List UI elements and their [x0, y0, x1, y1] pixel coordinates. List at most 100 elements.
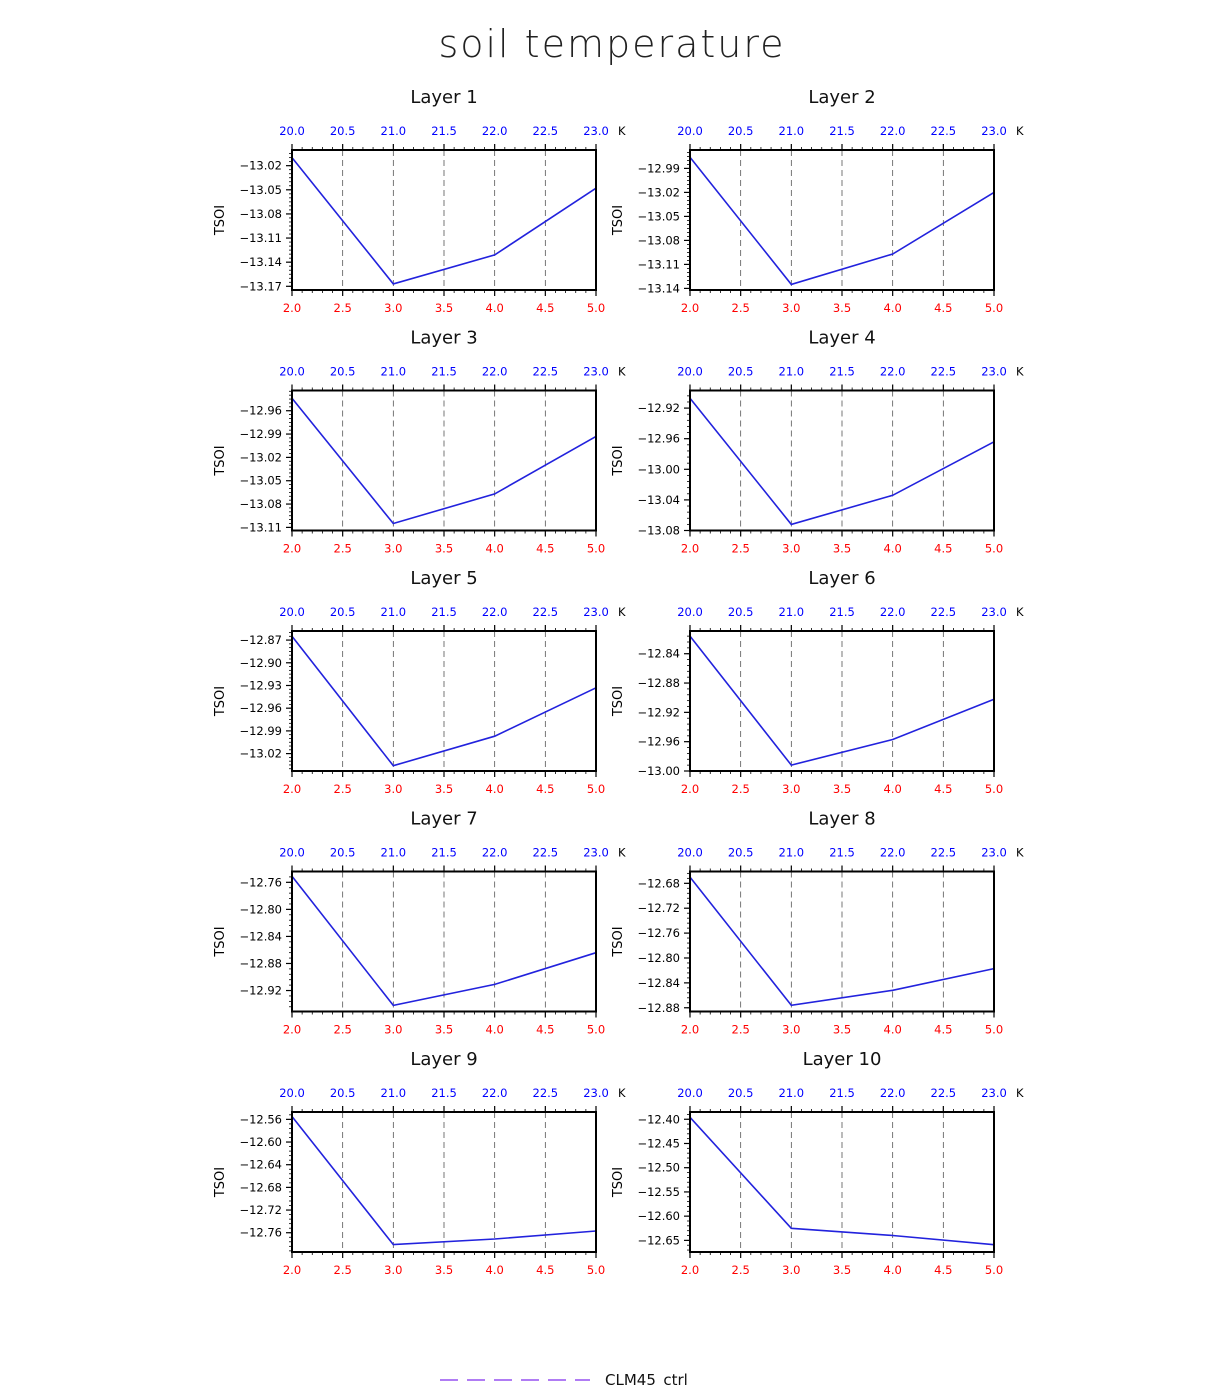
- plot-frame: [689, 1111, 995, 1253]
- series-line: [689, 635, 995, 767]
- y-tick-label: −12.92: [239, 984, 282, 998]
- top-x-tick-label: 20.0: [677, 124, 703, 138]
- y-tick-label: −13.02: [637, 185, 680, 199]
- x-tick-label: 2.0: [283, 301, 301, 315]
- y-tick-label: −13.17: [239, 279, 282, 293]
- top-x-tick-label: 20.0: [279, 846, 305, 860]
- y-tick-label: −12.99: [239, 427, 282, 441]
- y-tick-label: −12.96: [637, 735, 680, 749]
- y-tick-label: −12.56: [239, 1112, 282, 1126]
- x-tick-label: 3.5: [435, 1263, 453, 1277]
- x-tick-label: 4.0: [884, 1023, 902, 1037]
- panel-title: Layer 5: [410, 568, 477, 589]
- x-tick-label: 3.5: [833, 1023, 851, 1037]
- x-tick-label: 2.5: [334, 1263, 352, 1277]
- top-x-tick-label: 23.0: [583, 365, 609, 379]
- top-x-tick-label: 22.0: [482, 124, 508, 138]
- y-axis-label: TSOI: [611, 686, 626, 717]
- x-tick-label: 4.5: [934, 1263, 952, 1277]
- top-x-tick-label: 20.5: [728, 1086, 754, 1100]
- top-x-tick-label: 21.0: [381, 365, 407, 379]
- x-tick-label: 3.0: [782, 542, 800, 556]
- top-x-tick-label: 22.5: [931, 365, 957, 379]
- y-tick-label: −12.84: [637, 976, 680, 990]
- x-tick-label: 5.0: [985, 1023, 1003, 1037]
- top-axis-label: K: [1016, 124, 1024, 138]
- x-tick-label: 3.0: [384, 782, 402, 796]
- x-tick-label: 2.5: [732, 301, 750, 315]
- top-x-tick-label: 23.0: [981, 124, 1007, 138]
- y-tick-label: −12.88: [637, 1001, 680, 1015]
- top-x-tick-label: 22.5: [533, 365, 559, 379]
- x-tick-label: 4.5: [934, 782, 952, 796]
- top-x-tick-label: 21.5: [431, 365, 457, 379]
- x-tick-label: 2.5: [732, 1023, 750, 1037]
- x-tick-label: 5.0: [587, 1023, 605, 1037]
- plot-frame: [291, 1111, 597, 1253]
- top-x-tick-label: 21.0: [381, 605, 407, 619]
- panel-title: Layer 10: [803, 1049, 882, 1070]
- top-x-tick-label: 20.5: [728, 605, 754, 619]
- x-tick-label: 3.0: [782, 301, 800, 315]
- y-axis-label: TSOI: [213, 1167, 228, 1198]
- plot-frame: [689, 630, 995, 772]
- x-tick-label: 2.0: [681, 542, 699, 556]
- top-x-tick-label: 21.5: [829, 365, 855, 379]
- x-tick-label: 3.5: [833, 301, 851, 315]
- x-tick-label: 4.0: [486, 542, 504, 556]
- panel-title: Layer 7: [410, 809, 477, 830]
- top-axis-label: K: [618, 365, 626, 379]
- x-tick-label: 2.0: [283, 542, 301, 556]
- top-axis-label: K: [1016, 365, 1024, 379]
- top-x-tick-label: 20.0: [279, 365, 305, 379]
- top-x-tick-label: 21.5: [829, 124, 855, 138]
- panel-6: Layer 6 2.0 20.0 2.5 20.5 3.0 21.0 3.5 21.5 4.0 22…: [611, 568, 1024, 796]
- top-axis-label: K: [1016, 846, 1024, 860]
- y-tick-label: −12.92: [637, 705, 680, 719]
- x-tick-label: 3.5: [435, 542, 453, 556]
- y-tick-label: −13.05: [239, 183, 282, 197]
- x-tick-label: 2.0: [681, 1263, 699, 1277]
- series-line: [689, 876, 995, 1007]
- y-tick-label: −13.02: [239, 159, 282, 173]
- top-x-tick-label: 20.5: [330, 846, 356, 860]
- panel-title: Layer 4: [808, 328, 875, 349]
- top-x-tick-label: 22.0: [482, 1086, 508, 1100]
- y-tick-label: −12.88: [239, 956, 282, 970]
- x-tick-label: 4.0: [486, 1023, 504, 1037]
- top-axis-label: K: [1016, 605, 1024, 619]
- y-axis-label: TSOI: [213, 205, 228, 236]
- series-line: [689, 1116, 995, 1246]
- x-tick-label: 2.0: [681, 782, 699, 796]
- x-tick-label: 3.5: [833, 782, 851, 796]
- chart-title: soil temperature: [438, 22, 785, 66]
- y-tick-label: −13.08: [239, 497, 282, 511]
- y-tick-label: −13.04: [637, 493, 680, 507]
- top-x-tick-label: 22.0: [482, 605, 508, 619]
- x-tick-label: 5.0: [587, 542, 605, 556]
- y-tick-label: −13.11: [239, 231, 282, 245]
- panel-2: Layer 2 2.0 20.0 2.5 20.5 3.0 21.0 3.5 21.5 4.0 22…: [611, 87, 1024, 315]
- y-tick-label: −13.05: [637, 209, 680, 223]
- top-x-tick-label: 21.0: [381, 124, 407, 138]
- y-tick-label: −12.60: [637, 1209, 680, 1223]
- x-tick-label: 4.0: [884, 542, 902, 556]
- y-tick-label: −12.76: [239, 1226, 282, 1240]
- panel-8: Layer 8 2.0 20.0 2.5 20.5 3.0 21.0 3.5 21.5 4.0 22…: [611, 809, 1024, 1037]
- top-x-tick-label: 20.0: [279, 605, 305, 619]
- top-x-tick-label: 23.0: [583, 1086, 609, 1100]
- x-tick-label: 3.0: [782, 1263, 800, 1277]
- plot-frame: [689, 870, 995, 1013]
- plot-frame: [689, 149, 995, 291]
- y-tick-label: −13.14: [239, 255, 282, 269]
- x-tick-label: 3.5: [435, 782, 453, 796]
- y-tick-label: −12.68: [239, 1180, 282, 1194]
- top-x-tick-label: 21.5: [431, 846, 457, 860]
- top-x-tick-label: 21.0: [779, 1086, 805, 1100]
- top-x-tick-label: 21.5: [431, 605, 457, 619]
- panel-10: Layer 10 2.0 20.0 2.5 20.5 3.0 21.0 3.5 21.5 4.0 2…: [611, 1049, 1024, 1277]
- top-x-tick-label: 22.0: [482, 846, 508, 860]
- top-x-tick-label: 23.0: [981, 1086, 1007, 1100]
- x-tick-label: 5.0: [985, 782, 1003, 796]
